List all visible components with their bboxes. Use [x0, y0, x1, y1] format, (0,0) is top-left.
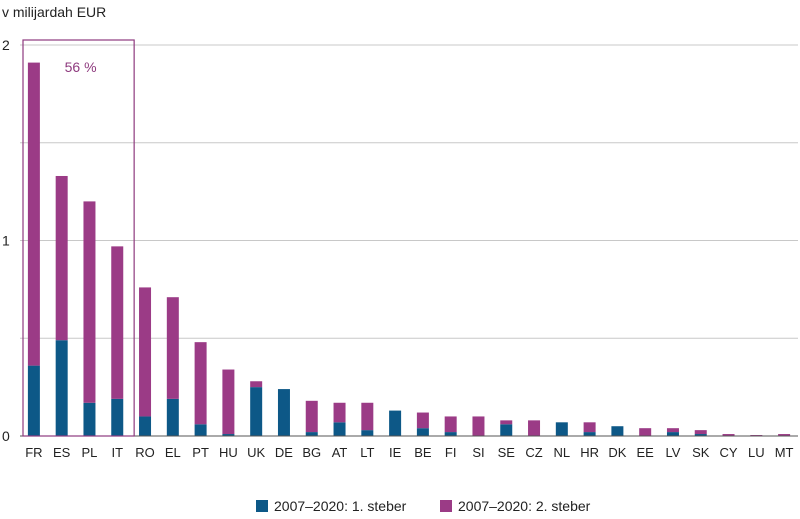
x-tick-label: PL: [82, 445, 98, 460]
x-tick-label: DK: [608, 445, 626, 460]
axes: 0 1 2 FR ES PL IT RO EL PT HU UK DE BG AT LT IE BE FI SI SE C…: [2, 37, 798, 460]
bar-CZ-series-2: [528, 420, 541, 436]
bar-AT-series-1: [333, 422, 346, 436]
bar-HR-series-1: [583, 432, 596, 436]
annotation-label: 56 %: [65, 59, 97, 75]
bar-EL-series-1: [166, 398, 179, 436]
x-tick-label: CY: [720, 445, 738, 460]
x-tick-label: LU: [748, 445, 765, 460]
x-tick-label: ES: [53, 445, 71, 460]
y-tick-label: 2: [2, 37, 10, 53]
bar-HU-series-1: [222, 434, 235, 436]
legend-label-series-1: 2007–2020: 1. steber: [274, 498, 407, 514]
bar-SE-series-1: [500, 424, 513, 436]
x-tick-label: HU: [219, 445, 238, 460]
x-tick-label: UK: [247, 445, 265, 460]
x-tick-label: LV: [665, 445, 680, 460]
x-tick-label: EE: [637, 445, 655, 460]
bar-ES-series-1: [55, 340, 68, 436]
bar-SI-series-2: [472, 416, 485, 436]
y-axis-label: v milijardah EUR: [2, 4, 106, 20]
x-tick-label: MT: [775, 445, 794, 460]
legend-item-series-1: 2007–2020: 1. steber: [256, 498, 406, 514]
x-tick-label: FR: [25, 445, 42, 460]
annotation-box: [22, 39, 135, 437]
bar-SK-series-1: [694, 434, 707, 436]
x-tick-label: EL: [165, 445, 181, 460]
x-tick-label: IT: [111, 445, 123, 460]
bar-IT-series-1: [111, 398, 124, 436]
x-tick-label: FI: [445, 445, 457, 460]
bar-PT-series-1: [194, 424, 207, 436]
bar-HR-series-2: [583, 422, 596, 433]
x-tick-label: AT: [332, 445, 348, 460]
x-tick-label: SI: [472, 445, 484, 460]
bar-IE-series-1: [389, 410, 402, 436]
y-tick-label: 0: [2, 428, 10, 444]
legend-swatch-series-1: [256, 500, 268, 512]
bar-UK-series-2: [250, 381, 263, 388]
bars: [27, 62, 791, 436]
annotation-group: 56 %: [22, 39, 135, 437]
legend-label-series-2: 2007–2020: 2. steber: [458, 498, 591, 514]
bar-SE-series-2: [500, 420, 513, 425]
x-tick-label: LT: [360, 445, 374, 460]
bar-FR-series-1: [27, 365, 40, 436]
bar-PL-series-2: [83, 201, 96, 403]
x-tick-label: BG: [302, 445, 321, 460]
bar-CY-series-2: [722, 434, 735, 436]
x-tick-label: RO: [135, 445, 155, 460]
bar-BG-series-2: [305, 400, 318, 433]
x-tick-label: CZ: [525, 445, 542, 460]
bar-LT-series-2: [361, 402, 374, 431]
bar-EL-series-2: [166, 297, 179, 399]
bar-BG-series-1: [305, 432, 318, 436]
bar-DE-series-1: [277, 389, 290, 436]
bar-LV-series-2: [666, 428, 679, 433]
bar-UK-series-1: [250, 387, 263, 436]
bar-SK-series-2: [694, 430, 707, 435]
bar-HU-series-2: [222, 369, 235, 435]
x-tick-label: SE: [498, 445, 516, 460]
bar-RO-series-2: [139, 287, 152, 417]
x-tick-label: HR: [580, 445, 599, 460]
bar-AT-series-2: [333, 402, 346, 423]
bar-BE-series-1: [416, 428, 429, 436]
x-tick-label: BE: [414, 445, 432, 460]
legend-item-series-2: 2007–2020: 2. steber: [440, 498, 590, 514]
bar-RO-series-1: [139, 416, 152, 436]
legend-swatch-series-2: [440, 500, 452, 512]
x-tick-label: PT: [192, 445, 209, 460]
x-tick-label: IE: [389, 445, 402, 460]
bar-FI-series-1: [444, 432, 457, 436]
bar-LV-series-1: [666, 432, 679, 436]
x-tick-label: SK: [692, 445, 710, 460]
bar-IT-series-2: [111, 246, 124, 399]
bar-PL-series-1: [83, 402, 96, 436]
bar-FI-series-2: [444, 416, 457, 433]
bar-ES-series-2: [55, 175, 68, 341]
bar-PT-series-2: [194, 342, 207, 425]
bar-LT-series-1: [361, 430, 374, 436]
bar-FR-series-2: [27, 62, 40, 366]
bar-EE-series-2: [639, 428, 652, 436]
legend: 2007–2020: 1. steber 2007–2020: 2. stebe…: [0, 498, 800, 518]
x-tick-label: NL: [554, 445, 571, 460]
y-tick-label: 1: [2, 233, 10, 249]
x-tick-label: DE: [275, 445, 293, 460]
bar-BE-series-2: [416, 412, 429, 429]
gridlines: [20, 44, 798, 339]
bar-DK-series-1: [611, 426, 624, 436]
bar-MT-series-2: [778, 434, 791, 436]
bar-NL-series-1: [555, 422, 568, 436]
